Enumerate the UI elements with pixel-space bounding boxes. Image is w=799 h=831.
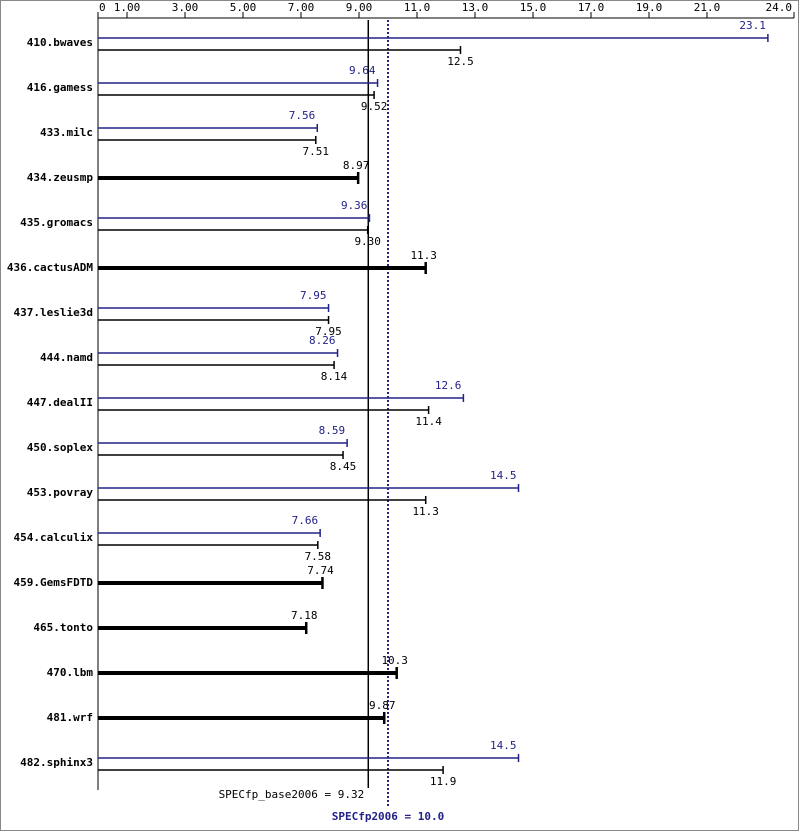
- x-tick-label: 7.00: [288, 1, 315, 14]
- category-label: 454.calculix: [14, 531, 94, 544]
- value-label: 8.59: [319, 424, 346, 437]
- value-label: 11.3: [412, 505, 439, 518]
- value-label: 14.5: [490, 469, 517, 482]
- value-label: 9.87: [369, 699, 396, 712]
- category-label: 481.wrf: [47, 711, 93, 724]
- category-label: 437.leslie3d: [14, 306, 93, 319]
- category-label: 435.gromacs: [20, 216, 93, 229]
- category-label: 416.gamess: [27, 81, 93, 94]
- category-label: 444.namd: [40, 351, 93, 364]
- value-label: 7.95: [300, 289, 327, 302]
- value-label: 8.45: [330, 460, 357, 473]
- category-label: 459.GemsFDTD: [14, 576, 94, 589]
- value-label: 7.18: [291, 609, 318, 622]
- category-label: 434.zeusmp: [27, 171, 94, 184]
- value-label: 9.30: [354, 235, 381, 248]
- value-label: 7.74: [307, 564, 334, 577]
- reference-label: SPECfp2006 = 10.0: [332, 810, 445, 823]
- value-label: 7.51: [303, 145, 330, 158]
- x-tick-label: 3.00: [172, 1, 199, 14]
- x-tick-label: 15.0: [520, 1, 547, 14]
- value-label: 23.1: [739, 19, 766, 32]
- x-tick-label: 24.0: [766, 1, 793, 14]
- category-label: 410.bwaves: [27, 36, 93, 49]
- x-tick-label: 11.0: [404, 1, 431, 14]
- value-label: 14.5: [490, 739, 517, 752]
- value-label: 12.6: [435, 379, 462, 392]
- value-label: 11.4: [415, 415, 442, 428]
- value-label: 11.3: [410, 249, 437, 262]
- value-label: 10.3: [381, 654, 408, 667]
- value-label: 7.66: [292, 514, 319, 527]
- value-label: 8.26: [309, 334, 336, 347]
- x-tick-label: 21.0: [694, 1, 721, 14]
- category-label: 470.lbm: [47, 666, 94, 679]
- x-tick-label: 0: [99, 1, 106, 14]
- value-label: 9.52: [361, 100, 388, 113]
- value-label: 9.64: [349, 64, 376, 77]
- category-label: 436.cactusADM: [7, 261, 93, 274]
- value-label: 8.97: [343, 159, 370, 172]
- value-label: 12.5: [447, 55, 474, 68]
- x-tick-label: 1.00: [114, 1, 141, 14]
- value-label: 7.56: [289, 109, 316, 122]
- x-tick-label: 17.0: [578, 1, 605, 14]
- category-label: 482.sphinx3: [20, 756, 93, 769]
- value-label: 8.14: [321, 370, 348, 383]
- x-tick-label: 19.0: [636, 1, 663, 14]
- value-label: 11.9: [430, 775, 457, 788]
- value-label: 7.58: [305, 550, 332, 563]
- x-tick-label: 5.00: [230, 1, 257, 14]
- category-label: 447.dealII: [27, 396, 93, 409]
- value-label: 9.36: [341, 199, 368, 212]
- category-label: 433.milc: [40, 126, 93, 139]
- category-label: 465.tonto: [33, 621, 93, 634]
- x-tick-label: 9.00: [346, 1, 373, 14]
- reference-label: SPECfp_base2006 = 9.32: [219, 788, 365, 801]
- value-label: 7.95: [315, 325, 342, 338]
- category-label: 450.soplex: [27, 441, 94, 454]
- category-label: 453.povray: [27, 486, 94, 499]
- x-tick-label: 13.0: [462, 1, 489, 14]
